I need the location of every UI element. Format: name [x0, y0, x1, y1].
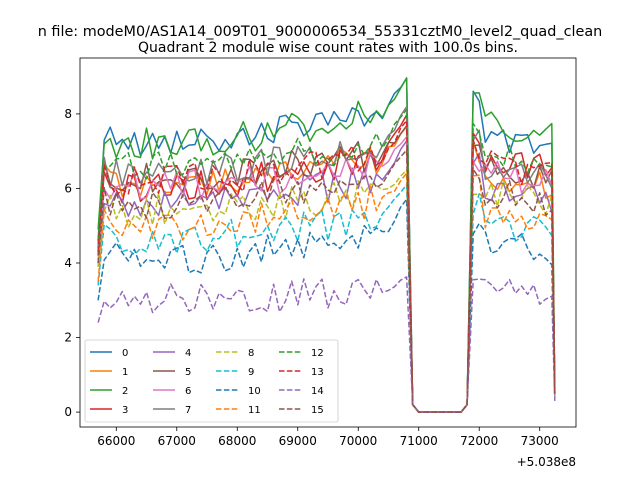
series-line-6 [97, 136, 556, 413]
legend-label-4: 4 [185, 348, 191, 359]
legend-label-8: 8 [248, 348, 254, 359]
legend-label-13: 13 [311, 367, 324, 378]
y-tick-label: 4 [64, 256, 72, 270]
legend-label-1: 1 [122, 367, 128, 378]
legend-frame [84, 339, 339, 423]
x-tick-label: 66000 [97, 434, 135, 448]
legend-label-5: 5 [185, 367, 191, 378]
axes-frame [79, 57, 577, 428]
series-line-15 [97, 149, 556, 413]
series-layer [97, 77, 556, 413]
y-tick-label: 8 [64, 107, 72, 121]
legend-label-0: 0 [122, 348, 128, 359]
legend-label-7: 7 [185, 405, 191, 416]
y-axis: 0 2 4 6 8 [64, 107, 80, 419]
series-line-2 [97, 77, 556, 413]
y-tick-label: 2 [64, 331, 72, 345]
x-tick-label: 67000 [158, 434, 196, 448]
x-tick-label: 70000 [339, 434, 377, 448]
series-line-14 [97, 276, 556, 413]
legend-label-15: 15 [311, 405, 324, 416]
x-tick-label: 71000 [400, 434, 438, 448]
series-line-12 [97, 108, 556, 413]
figure-suptitle: n file: modeM0/AS1A14_009T01_9000006534_… [38, 24, 603, 40]
legend-label-10: 10 [248, 386, 261, 397]
legend-label-2: 2 [122, 386, 128, 397]
x-offset-label: +5.038e8 [517, 455, 576, 469]
series-line-7 [97, 106, 556, 413]
x-tick-label: 72000 [460, 434, 498, 448]
legend-label-14: 14 [311, 386, 324, 397]
series-line-9 [97, 183, 556, 413]
series-line-10 [97, 198, 556, 413]
legend-label-12: 12 [311, 348, 324, 359]
legend-label-6: 6 [185, 386, 191, 397]
x-tick-label: 69000 [279, 434, 317, 448]
legend-label-9: 9 [248, 367, 254, 378]
series-line-0 [97, 77, 556, 413]
x-tick-label: 68000 [218, 434, 256, 448]
legend-label-3: 3 [122, 405, 128, 416]
x-tick-label: 73000 [521, 434, 559, 448]
x-axis: 66000 67000 68000 69000 70000 71000 72000 73000 [97, 427, 559, 448]
series-line-13 [97, 119, 556, 413]
y-tick-label: 0 [64, 405, 72, 419]
plot-area: 66000 67000 68000 69000 70000 71000 72000 73000… [64, 57, 577, 469]
legend-label-11: 11 [248, 405, 261, 416]
y-tick-label: 6 [64, 181, 72, 195]
chart-title: Quadrant 2 module wise count rates with … [138, 40, 518, 56]
